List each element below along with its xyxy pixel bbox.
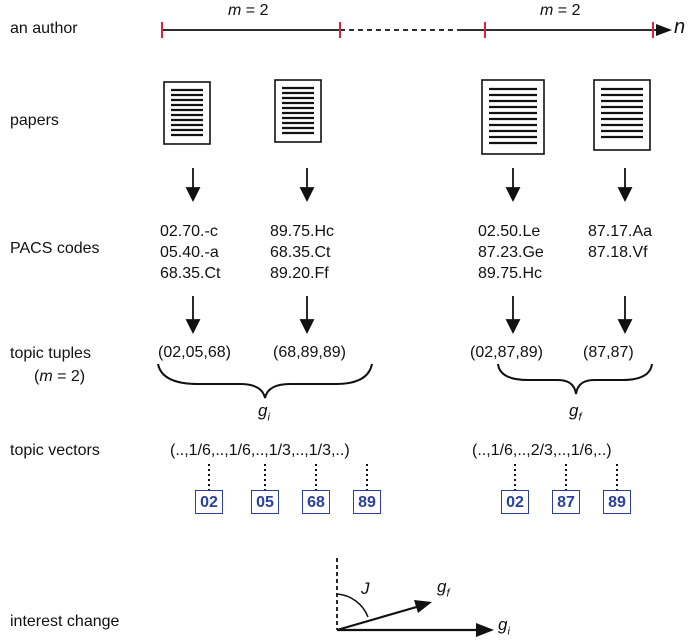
window-label-right: m = 2 (540, 2, 581, 19)
row-label-tuples-note: (m = 2) (34, 368, 86, 385)
pacs-code: 02.50.Le (478, 223, 541, 240)
row-label-author: an author (10, 20, 78, 37)
row-label-interest: interest change (10, 613, 120, 630)
pacs-column-4: 87.17.Aa 87.18.Vf (588, 221, 652, 263)
pacs-column-2: 89.75.Hc 68.35.Ct 89.20.Ff (270, 221, 334, 284)
pacs-code: 87.23.Ge (478, 244, 544, 261)
pacs-code: 87.17.Aa (588, 223, 653, 240)
dotted-connectors (208, 464, 618, 490)
row-label-tuples: topic tuples (10, 345, 91, 362)
topic-vector-initial: (..,1/6,..,1/6,..,1/3,..,1/3,..) (170, 442, 350, 459)
brace-final (497, 363, 653, 395)
topic-box: 89 (603, 490, 631, 514)
angle-diagram (336, 558, 494, 637)
window-label-left: m = 2 (228, 2, 269, 19)
topic-tuple: (87,87) (583, 344, 634, 361)
pacs-code: 89.20.Ff (270, 265, 329, 282)
topic-tuple: (68,89,89) (273, 344, 346, 361)
topic-box: 02 (195, 490, 223, 514)
pacs-code: 89.75.Hc (478, 265, 543, 282)
pacs-column-3: 02.50.Le 87.23.Ge 89.75.Hc (478, 221, 544, 284)
group-label-initial: gi (258, 401, 270, 424)
pacs-code: 87.18.Vf (588, 244, 648, 261)
vector-label-initial: gi (498, 615, 510, 638)
brace-initial (157, 363, 373, 399)
pacs-code: 05.40.-a (160, 244, 219, 261)
timeline-axis-label: n (674, 16, 686, 38)
pacs-column-1: 02.70.-c 05.40.-a 68.35.Ct (160, 221, 220, 284)
down-arrow-icon (185, 296, 633, 335)
group-label-final: gf (569, 401, 582, 424)
pacs-code: 68.35.Ct (270, 244, 331, 261)
document-icon (274, 79, 322, 143)
topic-vector-final: (..,1/6,..,2/3,..,1/6,..) (472, 442, 612, 459)
row-label-papers: papers (10, 112, 59, 129)
vector-label-final: gf (437, 577, 450, 600)
document-icon (481, 79, 545, 155)
topic-box: 87 (552, 490, 580, 514)
angle-label: J (361, 579, 370, 598)
topic-tuple: (02,05,68) (158, 344, 231, 361)
topic-box: 89 (353, 490, 381, 514)
row-label-pacs: PACS codes (10, 240, 100, 257)
pacs-code: 68.35.Ct (160, 265, 221, 282)
timeline (161, 22, 672, 38)
topic-box: 05 (251, 490, 279, 514)
topic-tuple: (02,87,89) (470, 344, 543, 361)
pacs-code: 89.75.Hc (270, 223, 335, 240)
row-label-vectors: topic vectors (10, 442, 100, 459)
document-icon (163, 81, 211, 145)
down-arrow-icon (185, 168, 633, 203)
topic-box: 68 (302, 490, 330, 514)
pacs-code: 02.70.-c (160, 223, 218, 240)
document-icon (593, 79, 651, 151)
topic-box: 02 (501, 490, 529, 514)
